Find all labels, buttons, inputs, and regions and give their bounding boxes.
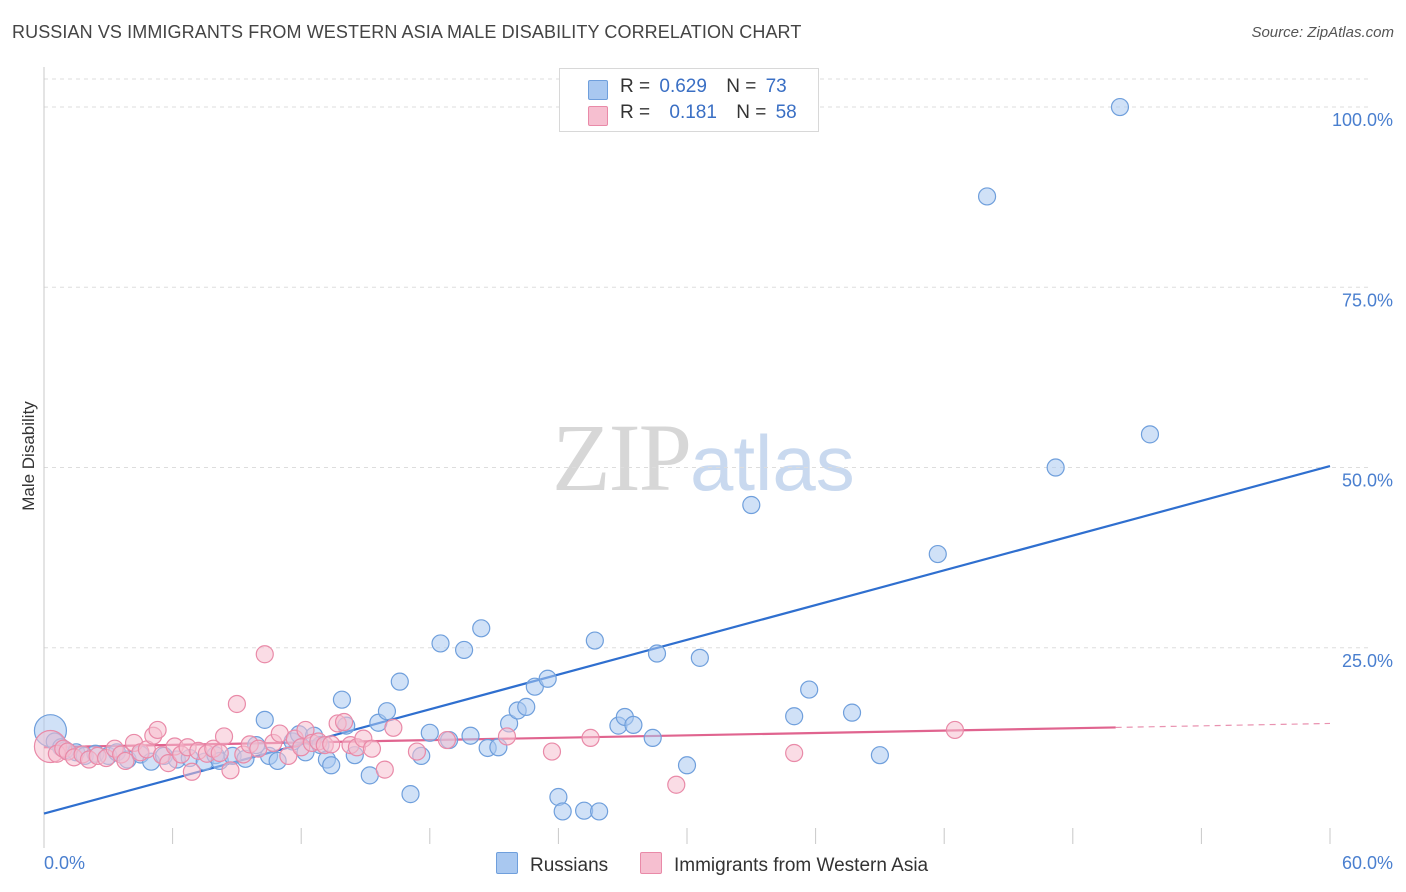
point-russians bbox=[390, 672, 409, 691]
point-russians bbox=[472, 619, 491, 638]
point-western-asia bbox=[182, 762, 201, 781]
point-western-asia bbox=[497, 727, 517, 746]
bottom-legend-swatch-russians bbox=[496, 852, 518, 874]
trend-line-extension bbox=[1115, 722, 1331, 729]
point-western-asia bbox=[210, 743, 229, 763]
point-russians bbox=[401, 785, 420, 804]
point-russians bbox=[377, 702, 397, 721]
point-western-asia bbox=[322, 735, 341, 754]
legend-n-label: N = bbox=[726, 76, 757, 97]
point-russians bbox=[785, 707, 804, 726]
point-russians bbox=[332, 690, 352, 709]
point-western-asia bbox=[581, 728, 600, 747]
point-russians bbox=[977, 187, 997, 206]
correlation-legend: R = 0.629 N = 73 R = 0.181 N = 58 bbox=[559, 68, 819, 132]
point-western-asia bbox=[785, 743, 804, 763]
point-russians bbox=[454, 640, 474, 660]
watermark-atlas: atlas bbox=[690, 419, 855, 507]
legend-r-label: R = bbox=[620, 76, 651, 97]
x-tick-label: 60.0% bbox=[1342, 853, 1393, 873]
chart-title: RUSSIAN VS IMMIGRANTS FROM WESTERN ASIA … bbox=[12, 22, 802, 42]
point-russians bbox=[1140, 425, 1160, 444]
point-russians bbox=[1110, 97, 1130, 117]
point-russians bbox=[1046, 458, 1065, 477]
point-western-asia bbox=[375, 760, 394, 779]
point-western-asia bbox=[334, 712, 354, 732]
y-tick-label: 75.0% bbox=[1342, 290, 1393, 310]
legend-text: R = 0.629 N = 73 bbox=[620, 76, 787, 98]
point-russians bbox=[690, 648, 709, 667]
bottom-legend-label-western-asia: Immigrants from Western Asia bbox=[674, 855, 929, 876]
legend-text: R = 0.181 N = 58 bbox=[620, 102, 797, 124]
bottom-legend-label-russians: Russians bbox=[530, 855, 609, 876]
point-western-asia bbox=[407, 742, 427, 761]
point-russians bbox=[461, 726, 480, 745]
point-russians bbox=[643, 728, 662, 747]
legend-r-label: R = bbox=[620, 102, 651, 123]
y-tick-label: 25.0% bbox=[1342, 651, 1393, 671]
y-axis-label: Male Disability bbox=[19, 401, 38, 511]
legend-n-value: 58 bbox=[775, 102, 797, 123]
legend-n-label: N = bbox=[736, 102, 767, 123]
point-western-asia bbox=[362, 739, 382, 758]
bottom-legend-western-asia: Immigrants from Western Asia bbox=[640, 852, 928, 877]
tick-labels: 25.0% 50.0% 75.0% 100.0% 0.0% 60.0% Male Disab… bbox=[19, 110, 1393, 873]
y-tick-label: 100.0% bbox=[1332, 110, 1393, 130]
point-western-asia bbox=[384, 718, 403, 737]
point-russians bbox=[420, 723, 439, 742]
point-western-asia bbox=[227, 694, 246, 714]
legend-swatch-western-asia bbox=[588, 106, 608, 126]
point-western-asia bbox=[667, 775, 686, 794]
grid-lines bbox=[44, 78, 1370, 649]
point-russians bbox=[255, 710, 274, 729]
axes bbox=[43, 67, 1331, 848]
point-western-asia bbox=[214, 727, 234, 746]
watermark: ZIPatlas bbox=[552, 402, 855, 513]
point-russians bbox=[322, 756, 341, 775]
point-western-asia bbox=[221, 761, 240, 780]
point-russians bbox=[517, 697, 536, 716]
point-russians bbox=[585, 631, 604, 650]
point-russians bbox=[647, 644, 667, 663]
data-points bbox=[33, 97, 1160, 821]
point-western-asia bbox=[437, 730, 457, 750]
point-russians bbox=[800, 680, 819, 699]
point-western-asia bbox=[159, 754, 178, 773]
point-russians bbox=[538, 669, 557, 688]
point-western-asia bbox=[116, 751, 135, 771]
point-russians bbox=[431, 634, 450, 653]
point-russians bbox=[624, 715, 643, 735]
point-russians bbox=[677, 756, 697, 775]
watermark-zip: ZIP bbox=[552, 404, 692, 511]
legend-r-value: 0.629 bbox=[659, 76, 707, 97]
legend-swatch-russians bbox=[588, 80, 608, 100]
legend-n-value: 73 bbox=[765, 76, 787, 97]
point-western-asia bbox=[255, 645, 274, 664]
point-western-asia bbox=[279, 746, 298, 766]
point-russians bbox=[842, 703, 862, 722]
point-russians bbox=[742, 495, 761, 515]
bottom-legend-russians: Russians bbox=[496, 852, 608, 877]
point-russians bbox=[928, 544, 947, 564]
point-russians bbox=[870, 746, 890, 765]
bottom-legend-swatch-western-asia bbox=[640, 852, 662, 874]
point-russians bbox=[553, 802, 572, 821]
legend-r-value: 0.181 bbox=[669, 102, 717, 123]
source-label: Source: ZipAtlas.com bbox=[1251, 24, 1394, 41]
y-tick-label: 50.0% bbox=[1342, 471, 1393, 491]
point-western-asia bbox=[945, 720, 965, 740]
x-tick-label: 0.0% bbox=[44, 853, 85, 873]
point-western-asia bbox=[542, 742, 562, 761]
point-russians bbox=[590, 802, 609, 821]
point-western-asia bbox=[148, 720, 167, 740]
